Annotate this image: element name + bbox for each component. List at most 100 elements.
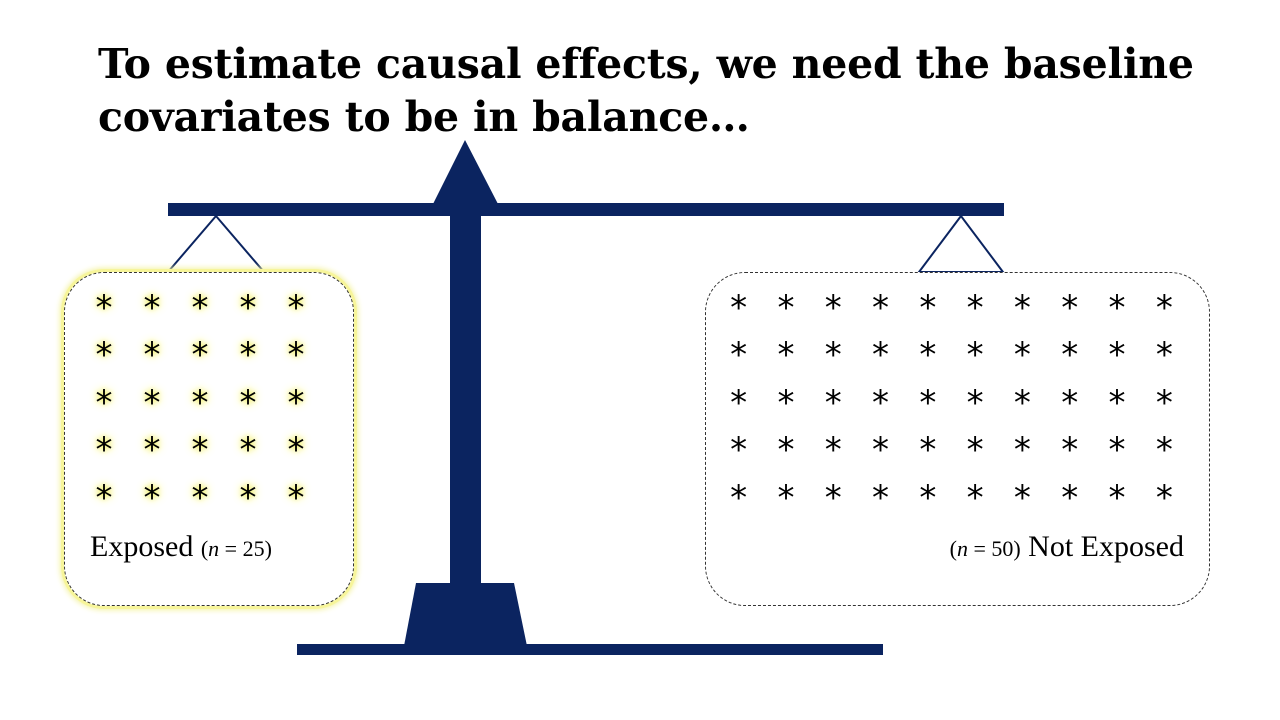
scale-right-hanger — [917, 214, 1005, 273]
not-exposed-asterisk-icon: * — [762, 326, 809, 374]
not-exposed-asterisk-icon: * — [999, 326, 1046, 374]
exposed-asterisk-icon: * — [80, 421, 128, 469]
not-exposed-asterisk-glyph: * — [1108, 382, 1126, 423]
exposed-label: Exposed (n = 25) — [90, 530, 272, 564]
not-exposed-asterisk-glyph: * — [1013, 287, 1031, 328]
not-exposed-asterisk-icon: * — [951, 373, 998, 421]
not-exposed-asterisk-glyph: * — [966, 287, 984, 328]
not-exposed-asterisk-glyph: * — [872, 477, 890, 518]
exposed-asterisk-glyph: * — [239, 430, 257, 471]
not-exposed-asterisk-glyph: * — [919, 382, 937, 423]
exposed-count: (n = 25) — [201, 536, 272, 561]
exposed-asterisk-glyph: * — [143, 430, 161, 471]
not-exposed-asterisk-icon: * — [857, 421, 904, 469]
exposed-asterisk-glyph: * — [143, 477, 161, 518]
exposed-asterisk-icon: * — [128, 278, 176, 326]
not-exposed-asterisk-glyph: * — [1108, 287, 1126, 328]
not-exposed-asterisk-icon: * — [857, 326, 904, 374]
exposed-asterisk-glyph: * — [95, 382, 113, 423]
not-exposed-asterisk-glyph: * — [1108, 477, 1126, 518]
not-exposed-asterisk-glyph: * — [777, 287, 795, 328]
not-exposed-asterisk-glyph: * — [824, 382, 842, 423]
exposed-count-value: = 25) — [219, 536, 272, 561]
not-exposed-asterisk-glyph: * — [966, 430, 984, 471]
scale-pillar — [450, 205, 481, 585]
not-exposed-asterisk-glyph: * — [872, 335, 890, 376]
exposed-asterisk-icon: * — [80, 278, 128, 326]
exposed-asterisk-glyph: * — [143, 382, 161, 423]
exposed-asterisk-icon: * — [128, 326, 176, 374]
scale-foot — [404, 583, 527, 646]
exposed-star-grid: * * * * * * * * * * * * * * * * * * * * * * * * * — [80, 278, 320, 516]
exposed-asterisk-icon: * — [272, 373, 320, 421]
not-exposed-asterisk-glyph: * — [1155, 477, 1173, 518]
not-exposed-asterisk-icon: * — [715, 468, 762, 516]
not-exposed-asterisk-glyph: * — [730, 477, 748, 518]
not-exposed-asterisk-glyph: * — [1013, 382, 1031, 423]
exposed-asterisk-glyph: * — [191, 287, 209, 328]
not-exposed-asterisk-glyph: * — [777, 430, 795, 471]
exposed-asterisk-icon: * — [224, 421, 272, 469]
exposed-asterisk-icon: * — [128, 468, 176, 516]
not-exposed-asterisk-icon: * — [715, 421, 762, 469]
exposed-asterisk-icon: * — [176, 468, 224, 516]
exposed-asterisk-icon: * — [272, 468, 320, 516]
exposed-asterisk-glyph: * — [287, 287, 305, 328]
exposed-label-text: Exposed — [90, 530, 194, 563]
exposed-asterisk-icon: * — [224, 468, 272, 516]
not-exposed-asterisk-glyph: * — [966, 335, 984, 376]
exposed-asterisk-glyph: * — [191, 477, 209, 518]
exposed-asterisk-icon: * — [224, 326, 272, 374]
not-exposed-asterisk-icon: * — [857, 278, 904, 326]
exposed-asterisk-icon: * — [176, 278, 224, 326]
scale-left-hanger — [165, 214, 267, 273]
exposed-asterisk-icon: * — [80, 326, 128, 374]
not-exposed-asterisk-glyph: * — [872, 382, 890, 423]
exposed-asterisk-icon: * — [128, 373, 176, 421]
slide-title-line-2: covariates to be in balance… — [98, 93, 750, 141]
not-exposed-asterisk-glyph: * — [777, 335, 795, 376]
exposed-group-panel — [64, 272, 354, 606]
not-exposed-asterisk-icon: * — [1141, 278, 1188, 326]
not-exposed-asterisk-glyph: * — [1155, 287, 1173, 328]
not-exposed-asterisk-icon: * — [857, 468, 904, 516]
not-exposed-asterisk-icon: * — [715, 278, 762, 326]
exposed-asterisk-glyph: * — [239, 477, 257, 518]
exposed-asterisk-icon: * — [176, 421, 224, 469]
not-exposed-asterisk-glyph: * — [872, 287, 890, 328]
not-exposed-asterisk-glyph: * — [730, 335, 748, 376]
not-exposed-asterisk-icon: * — [1093, 468, 1140, 516]
not-exposed-asterisk-icon: * — [904, 278, 951, 326]
not-exposed-asterisk-icon: * — [762, 278, 809, 326]
exposed-asterisk-glyph: * — [239, 382, 257, 423]
exposed-asterisk-icon: * — [272, 421, 320, 469]
exposed-asterisk-icon: * — [224, 278, 272, 326]
not-exposed-asterisk-icon: * — [810, 278, 857, 326]
exposed-asterisk-glyph: * — [239, 287, 257, 328]
exposed-asterisk-glyph: * — [95, 477, 113, 518]
not-exposed-asterisk-glyph: * — [872, 430, 890, 471]
not-exposed-asterisk-glyph: * — [824, 287, 842, 328]
scale-beam — [168, 203, 1004, 216]
not-exposed-star-grid: * * * * * * * * * * * * * * * * * * * * * * * * * * * * * * * * * * * * * * * *… — [715, 278, 1188, 516]
not-exposed-asterisk-icon: * — [904, 373, 951, 421]
not-exposed-asterisk-icon: * — [1141, 373, 1188, 421]
exposed-asterisk-glyph: * — [287, 477, 305, 518]
not-exposed-asterisk-icon: * — [1046, 326, 1093, 374]
not-exposed-asterisk-icon: * — [810, 326, 857, 374]
scale-pivot — [433, 140, 498, 204]
not-exposed-asterisk-glyph: * — [1061, 335, 1079, 376]
not-exposed-label-text: Not Exposed — [1028, 530, 1184, 563]
not-exposed-asterisk-icon: * — [857, 373, 904, 421]
not-exposed-count: (n = 50) — [950, 536, 1021, 561]
not-exposed-asterisk-glyph: * — [919, 335, 937, 376]
not-exposed-asterisk-glyph: * — [1013, 335, 1031, 376]
exposed-asterisk-icon: * — [176, 373, 224, 421]
not-exposed-count-value: = 50) — [967, 536, 1021, 561]
not-exposed-asterisk-icon: * — [715, 373, 762, 421]
slide-title: To estimate causal effects, we need the … — [98, 38, 1218, 144]
not-exposed-asterisk-glyph: * — [966, 477, 984, 518]
not-exposed-asterisk-glyph: * — [1013, 430, 1031, 471]
scale-base — [297, 644, 883, 655]
not-exposed-asterisk-glyph: * — [1061, 430, 1079, 471]
